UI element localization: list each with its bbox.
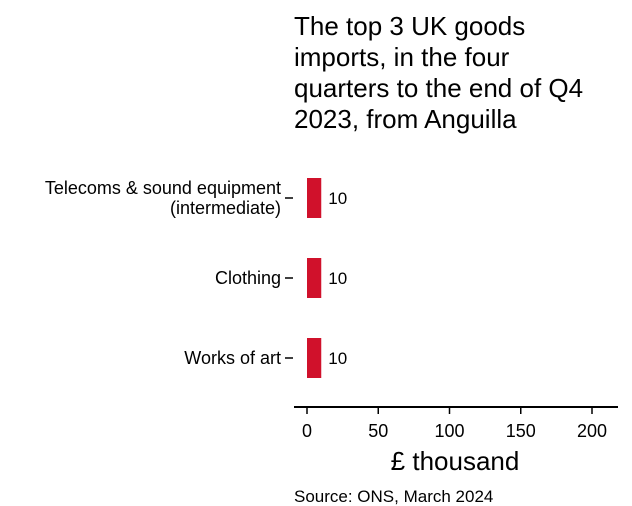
x-tick-label: 0 <box>302 421 312 441</box>
category-label: Clothing <box>215 268 281 288</box>
category-labels: Telecoms & sound equipment(intermediate)… <box>45 178 293 368</box>
bars <box>307 178 322 378</box>
chart-title-line: 2023, from Anguilla <box>294 104 517 134</box>
data-labels: 10 10 10 <box>328 189 347 368</box>
category-label: Works of art <box>184 348 281 368</box>
chart-title-line: imports, in the four <box>294 42 510 72</box>
x-axis: 0 50 100 150 200 <box>294 406 618 441</box>
x-tick-label: 50 <box>368 421 388 441</box>
data-label: 10 <box>328 269 347 288</box>
chart-title-line: The top 3 UK goods <box>294 11 525 41</box>
x-axis-label: £ thousand <box>391 446 520 476</box>
bar <box>307 178 322 218</box>
bar <box>307 338 322 378</box>
x-tick-label: 200 <box>577 421 607 441</box>
source-note: Source: ONS, March 2024 <box>294 487 493 506</box>
category-label: Telecoms & sound equipment <box>45 178 281 198</box>
data-label: 10 <box>328 189 347 208</box>
data-label: 10 <box>328 349 347 368</box>
chart-title-line: quarters to the end of Q4 <box>294 73 583 103</box>
x-tick-label: 150 <box>506 421 536 441</box>
category-label: (intermediate) <box>170 198 281 218</box>
x-tick-label: 100 <box>434 421 464 441</box>
bar <box>307 258 322 298</box>
